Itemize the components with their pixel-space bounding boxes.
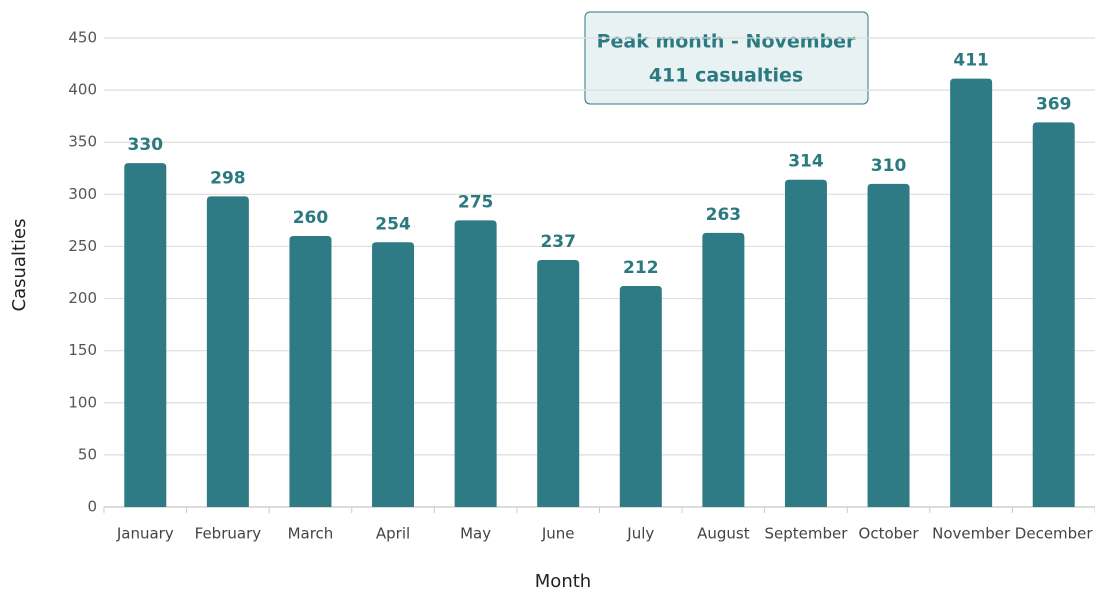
- value-label: 275: [458, 192, 494, 212]
- y-tick-label: 0: [87, 498, 97, 516]
- annotation-line: Peak month - November: [597, 31, 856, 53]
- bar: [372, 242, 415, 507]
- value-label: 254: [375, 214, 411, 234]
- y-tick-label: 150: [68, 341, 97, 359]
- x-tick-label: September: [764, 525, 848, 543]
- y-tick-label: 250: [68, 237, 97, 255]
- x-tick-label: November: [932, 525, 1011, 543]
- y-tick-label: 400: [68, 81, 97, 99]
- x-tick-label: December: [1015, 525, 1094, 543]
- y-tick-label: 200: [68, 289, 97, 307]
- y-tick-label: 450: [68, 29, 97, 47]
- y-tick-label: 300: [68, 185, 97, 203]
- bar: [619, 286, 662, 507]
- x-tick-label: April: [376, 525, 410, 543]
- bar: [454, 220, 497, 507]
- value-label: 260: [293, 208, 329, 228]
- x-axis-label: Month: [535, 571, 591, 592]
- y-axis-label: Casualties: [9, 219, 30, 312]
- value-label: 369: [1036, 94, 1072, 114]
- value-label: 411: [953, 51, 989, 71]
- bar: [537, 259, 580, 507]
- bar: [867, 183, 910, 507]
- bar: [124, 163, 167, 508]
- x-tick-label: June: [541, 525, 575, 543]
- y-tick-label: 100: [68, 393, 97, 411]
- value-label: 298: [210, 168, 246, 188]
- bar: [950, 78, 993, 507]
- bar: [1032, 122, 1075, 508]
- value-label: 263: [706, 205, 742, 225]
- bar: [784, 179, 827, 507]
- annotation-line: 411 casualties: [649, 65, 803, 87]
- annotation-box: [584, 11, 869, 105]
- value-label: 330: [128, 135, 164, 155]
- x-tick-label: October: [859, 525, 920, 543]
- x-tick-label: August: [697, 525, 750, 543]
- x-tick-label: February: [195, 525, 262, 543]
- value-label: 237: [540, 232, 576, 252]
- y-tick-label: 50: [78, 445, 97, 463]
- x-tick-label: January: [116, 525, 174, 543]
- y-tick-label: 350: [68, 133, 97, 151]
- x-tick-label: July: [626, 525, 654, 543]
- bar: [289, 236, 332, 507]
- value-label: 212: [623, 258, 659, 278]
- value-label: 310: [871, 156, 907, 176]
- x-tick-label: May: [460, 525, 491, 543]
- x-tick-label: March: [288, 525, 334, 543]
- bar: [206, 196, 249, 507]
- value-label: 314: [788, 152, 824, 172]
- bar: [702, 232, 745, 507]
